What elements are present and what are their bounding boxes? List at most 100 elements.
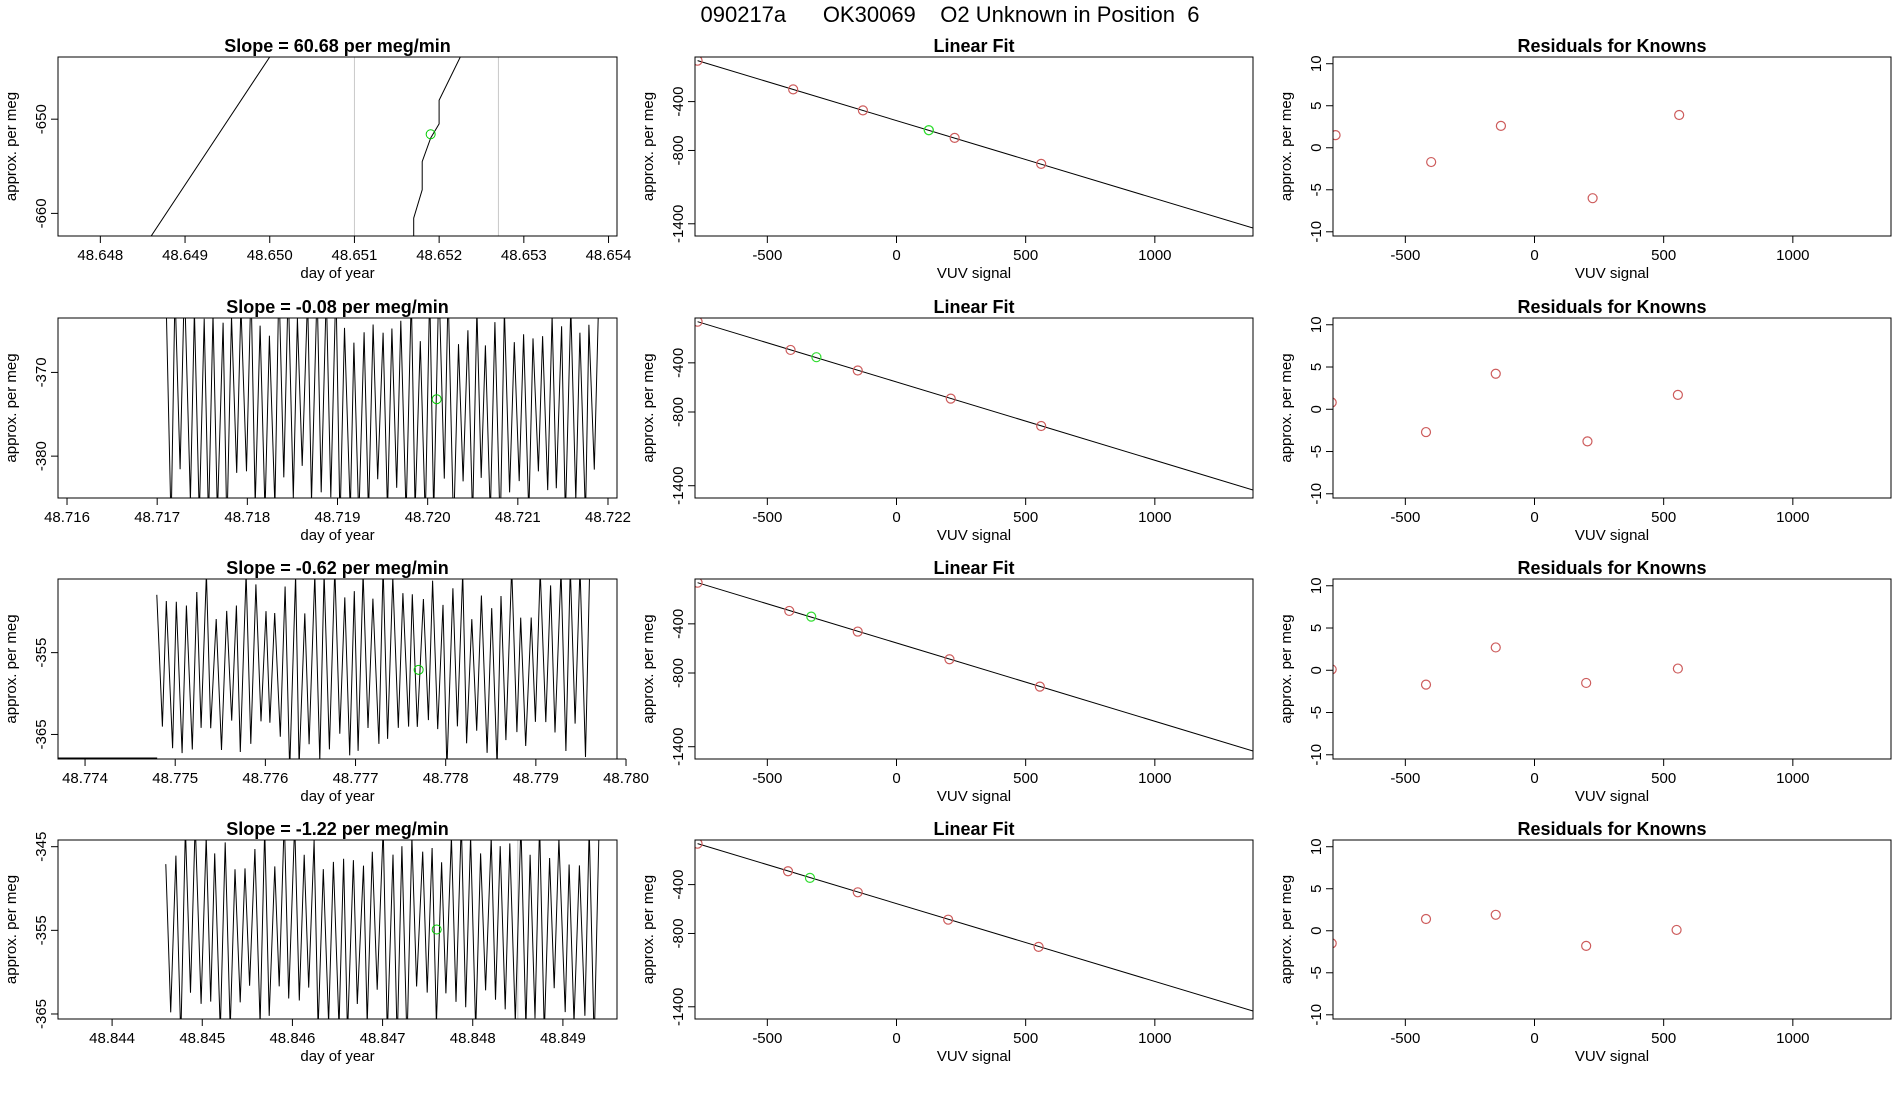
known-point — [1036, 420, 1047, 432]
x-tick-label: 0 — [1530, 509, 1538, 526]
y-tick-label: -10 — [1308, 744, 1325, 766]
x-tick-label: 48.717 — [134, 509, 180, 526]
plot-area — [1333, 109, 1685, 204]
residual-point — [1582, 436, 1593, 447]
x-tick-label: 48.653 — [501, 247, 547, 264]
residual-point — [1490, 909, 1501, 920]
plot-area — [58, 579, 590, 759]
y-tick-label: -355 — [33, 915, 50, 945]
y-axis-label: approx. per meg — [3, 92, 20, 201]
y-tick-label: -400 — [670, 87, 687, 117]
signal-trace — [142, 57, 461, 236]
y-tick-label: 0 — [1308, 144, 1325, 152]
panel-linear-fit-row1: Linear Fit -500 0 500 1000 VUV signal -400 -800… — [640, 36, 1254, 282]
y-tick-label: -370 — [33, 357, 50, 387]
x-tick-label: -500 — [1390, 509, 1420, 526]
residual-point — [1671, 924, 1682, 936]
x-tick-label: -500 — [752, 770, 782, 787]
y-tick-label: -650 — [33, 104, 50, 134]
panel-title: Slope = -0.62 per meg/min — [226, 558, 449, 578]
residual-point — [1333, 397, 1337, 408]
y-tick-label: -5 — [1308, 706, 1325, 719]
x-tick-label: -500 — [752, 247, 782, 264]
x-tick-label: 500 — [1651, 1030, 1676, 1047]
y-tick-label: -10 — [1308, 1004, 1325, 1026]
residual-point — [1333, 130, 1341, 141]
x-tick-label: 48.721 — [495, 509, 541, 526]
y-axis-label: approx. per meg — [3, 614, 20, 723]
panel-frame — [1332, 578, 1892, 760]
x-tick-label: 48.844 — [89, 1030, 135, 1047]
known-point — [695, 840, 703, 849]
y-tick-label: -1400 — [670, 728, 687, 766]
known-point — [857, 105, 869, 116]
y-tick-label: -10 — [1308, 483, 1325, 505]
x-tick-label: 0 — [892, 509, 900, 526]
y-tick-label: 0 — [1308, 927, 1325, 935]
y-axis-label: approx. per meg — [640, 92, 657, 201]
y-axis-label: approx. per meg — [640, 614, 657, 723]
plot-area — [1333, 368, 1683, 447]
panel-timeseries-row4: Slope = -1.22 per meg/min 48.844 48.845 48.… — [3, 819, 618, 1065]
residual-point — [1672, 663, 1683, 674]
residual-point — [1490, 368, 1501, 379]
x-tick-label: 500 — [1013, 1030, 1038, 1047]
x-tick-label: 48.649 — [162, 247, 208, 264]
mean-point — [431, 394, 442, 405]
mean-point — [431, 924, 442, 935]
x-tick-label: 0 — [1530, 770, 1538, 787]
x-tick-label: 1000 — [1776, 1030, 1809, 1047]
panel-frame — [1332, 317, 1892, 499]
residual-point — [1674, 109, 1685, 121]
y-axis-label: approx. per meg — [640, 353, 657, 462]
known-point — [852, 365, 863, 376]
known-point — [944, 654, 955, 665]
y-axis-label: approx. per meg — [3, 353, 20, 462]
x-tick-label: 0 — [892, 1030, 900, 1047]
residual-point — [1426, 156, 1437, 168]
mean-point — [413, 664, 424, 675]
x-tick-label: 48.720 — [405, 509, 451, 526]
y-tick-label: -355 — [33, 638, 50, 668]
x-axis-label: VUV signal — [937, 1048, 1011, 1065]
y-tick-label: -400 — [670, 609, 687, 639]
y-axis-label: approx. per meg — [3, 875, 20, 984]
x-tick-label: 0 — [1530, 247, 1538, 264]
panel-frame — [57, 317, 618, 499]
y-tick-label: -660 — [33, 198, 50, 228]
y-tick-label: 5 — [1308, 102, 1325, 110]
x-tick-label: -500 — [1390, 770, 1420, 787]
x-tick-label: 1000 — [1138, 1030, 1171, 1047]
y-tick-label: -10 — [1308, 221, 1325, 243]
panel-frame — [694, 56, 1254, 237]
plot-area — [695, 840, 1253, 1012]
residual-point — [1420, 679, 1432, 690]
x-tick-label: 48.845 — [179, 1030, 225, 1047]
x-axis-label: day of year — [300, 788, 374, 805]
signal-trace — [156, 579, 590, 759]
known-point — [852, 887, 863, 898]
residual-point — [1420, 913, 1432, 925]
y-tick-label: -5 — [1308, 183, 1325, 196]
known-point — [1033, 941, 1044, 953]
x-axis-label: day of year — [300, 1048, 374, 1065]
panel-frame — [57, 578, 618, 760]
plot-area — [695, 318, 1253, 491]
x-axis-label: VUV signal — [1575, 788, 1649, 805]
y-tick-label: -400 — [670, 348, 687, 378]
x-tick-label: 48.722 — [585, 509, 631, 526]
plot-area — [695, 579, 1253, 752]
panel-title: Linear Fit — [933, 819, 1014, 839]
x-tick-label: -500 — [752, 1030, 782, 1047]
x-tick-label: 1000 — [1776, 247, 1809, 264]
known-point — [1036, 158, 1047, 170]
panel-frame — [694, 578, 1254, 760]
y-tick-label: -1400 — [670, 205, 687, 243]
unknown-point — [811, 352, 822, 363]
fit-line — [697, 582, 1253, 752]
x-tick-label: 48.776 — [242, 770, 288, 787]
residual-point — [1333, 664, 1337, 675]
panel-title: Linear Fit — [933, 297, 1014, 317]
x-tick-label: 48.718 — [224, 509, 270, 526]
x-tick-label: 500 — [1013, 247, 1038, 264]
